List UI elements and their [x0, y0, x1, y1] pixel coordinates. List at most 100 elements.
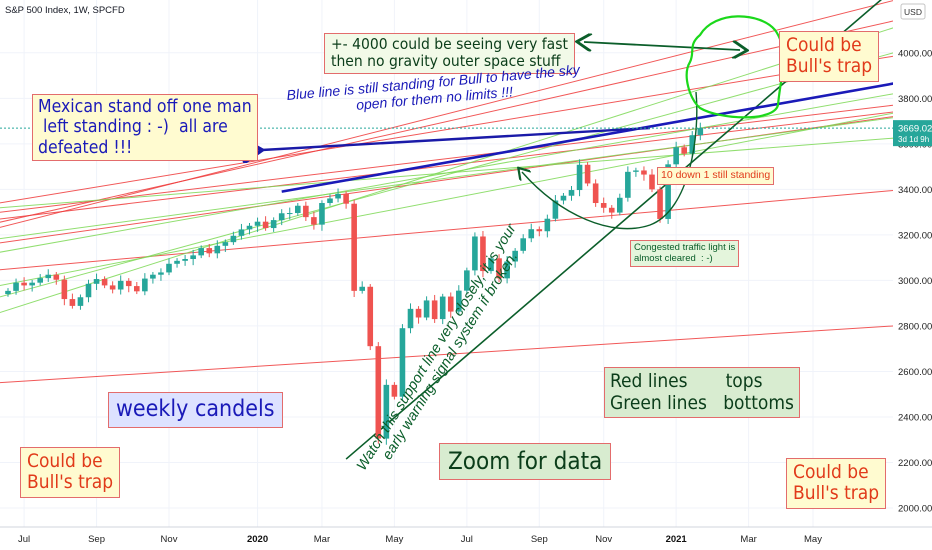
- candle: [246, 223, 253, 235]
- candle-body: [649, 174, 655, 190]
- candle-body: [230, 235, 237, 243]
- candle: [29, 279, 35, 292]
- candle: [270, 217, 277, 232]
- candle-body: [456, 290, 462, 312]
- candle-body: [423, 300, 430, 318]
- candle: [617, 193, 623, 216]
- candle: [407, 303, 414, 334]
- candle: [641, 166, 647, 181]
- candle: [504, 256, 510, 284]
- candle: [190, 249, 196, 266]
- candle-body: [295, 205, 301, 214]
- candle: [335, 188, 341, 203]
- candle-body: [407, 308, 414, 329]
- candle-body: [142, 278, 148, 292]
- candle: [214, 240, 221, 259]
- candle: [673, 141, 679, 171]
- y-tick-label: 2000.00: [898, 504, 932, 515]
- candle: [528, 223, 535, 243]
- candle-body: [689, 135, 696, 154]
- candle: [681, 144, 687, 157]
- green-trend-line: [0, 137, 893, 209]
- candle-body: [85, 283, 92, 298]
- annotation-weekly-candels: weekly candels: [108, 392, 283, 428]
- x-axis: Jul Sep Nov 2020 Mar May Jul Sep Nov 2021 Mar May: [0, 526, 932, 545]
- candle-body: [568, 190, 575, 196]
- annotation-red-green-lines: Red lines tops Green lines bottoms: [604, 367, 800, 419]
- candle: [560, 193, 567, 205]
- annotation-space-note: +- 4000 could be seeing very fast then n…: [324, 33, 575, 74]
- candle-body: [592, 183, 599, 204]
- candle-body: [21, 282, 27, 286]
- candle-body: [61, 279, 68, 300]
- candle-body: [278, 213, 285, 221]
- candle-body: [158, 272, 164, 275]
- candle-body: [391, 384, 398, 397]
- candle-body: [359, 286, 365, 291]
- candle-body: [625, 171, 631, 198]
- annotation-zoom-for-data: Zoom for data: [439, 443, 612, 480]
- candle-body: [633, 170, 639, 172]
- candle: [600, 197, 607, 213]
- candle-body: [464, 270, 470, 291]
- candle-body: [125, 280, 132, 287]
- blue-arrow-to-mexican-note: [262, 126, 651, 150]
- candle: [222, 239, 229, 252]
- y-tick-label: 2400.00: [898, 412, 932, 423]
- candle: [608, 205, 615, 219]
- y-tick-label: 3000.00: [898, 276, 932, 287]
- candle: [552, 195, 559, 222]
- candle-body: [262, 221, 269, 229]
- candle-body: [166, 263, 172, 273]
- candle-body: [584, 164, 591, 184]
- candle: [278, 209, 285, 226]
- candle: [206, 243, 213, 258]
- candle-body: [431, 300, 438, 320]
- candle-body: [399, 328, 406, 397]
- x-tick-label: Nov: [595, 534, 612, 545]
- candle-body: [472, 236, 478, 271]
- candle: [439, 293, 446, 325]
- annotation-bull-trap-bottom-right: Could be Bull's trap: [786, 458, 887, 509]
- red-trend-line: [0, 55, 893, 204]
- candle: [303, 201, 309, 221]
- candle: [359, 281, 365, 294]
- y-tick-label: 2600.00: [898, 367, 932, 378]
- candle-body: [270, 220, 277, 229]
- candle: [568, 185, 575, 201]
- last-price-countdown: 3d 1d 9h: [898, 135, 929, 144]
- candle-body: [335, 193, 341, 199]
- currency-label: USD: [904, 7, 922, 17]
- candle: [544, 214, 551, 238]
- candle-body: [319, 203, 325, 225]
- candle-body: [69, 299, 76, 306]
- candle-body: [222, 242, 229, 246]
- candle: [633, 167, 639, 177]
- y-tick-label: 3200.00: [898, 230, 932, 241]
- y-tick-label: 3800.00: [898, 94, 932, 105]
- candle: [431, 294, 438, 323]
- candle-body: [673, 147, 679, 165]
- x-tick-label: Mar: [740, 534, 756, 545]
- congested-curve-arrow: [522, 91, 698, 230]
- candle: [5, 288, 11, 297]
- candle-body: [641, 170, 647, 175]
- candle-body: [504, 261, 510, 279]
- candle: [150, 271, 156, 284]
- currency-button[interactable]: USD: [900, 3, 926, 20]
- candle-body: [488, 258, 494, 272]
- candle: [238, 223, 245, 240]
- candle-body: [520, 238, 526, 251]
- last-price-value: 3669.02: [898, 124, 932, 135]
- annotation-bull-trap-bottom-left: Could be Bull's trap: [20, 447, 121, 498]
- candle-body: [134, 286, 140, 292]
- x-tick-label: Sep: [531, 534, 548, 545]
- candle: [198, 245, 204, 259]
- candle: [13, 278, 19, 295]
- candle: [375, 342, 382, 444]
- candle: [625, 166, 631, 202]
- annotation-ten-down: 10 down 1 still standing: [657, 167, 775, 185]
- candle-body: [5, 290, 11, 295]
- candle: [85, 279, 92, 303]
- candle: [101, 276, 108, 289]
